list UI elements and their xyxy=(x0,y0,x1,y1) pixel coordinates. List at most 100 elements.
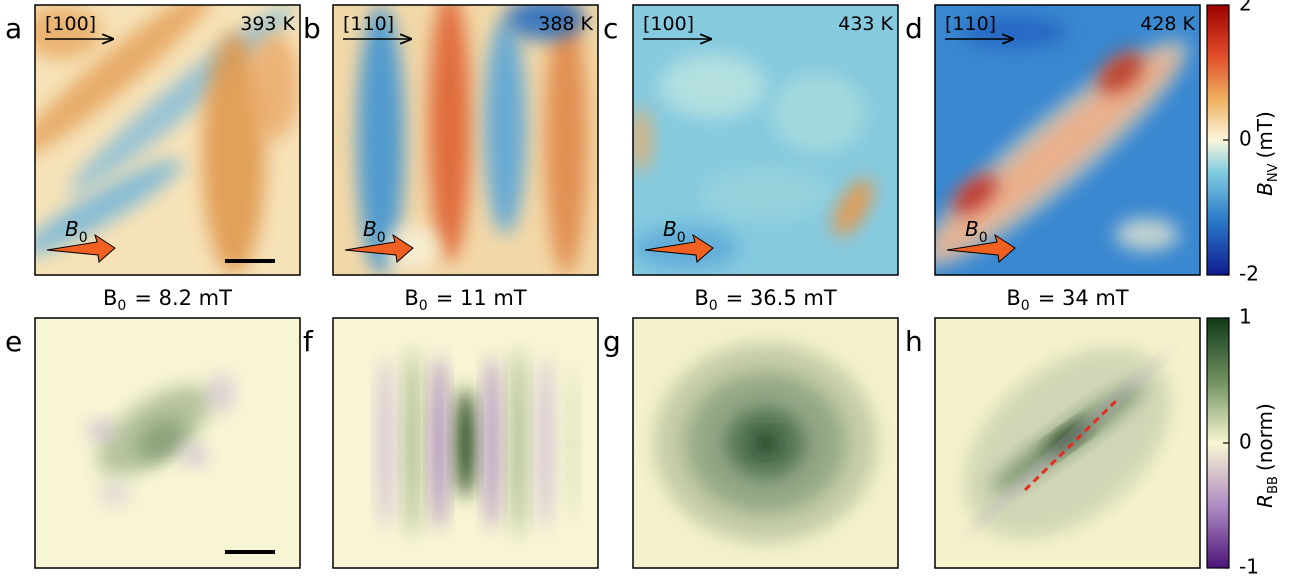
image-blob xyxy=(35,5,217,159)
field-label: B0 xyxy=(65,217,88,246)
image-blob xyxy=(456,388,475,498)
field-caption: B0 = 8.2 mT xyxy=(103,286,232,314)
field-caption: B0 = 36.5 mT xyxy=(694,286,837,314)
image-blob xyxy=(659,53,766,119)
image-blob xyxy=(633,107,652,173)
panel-letter: g xyxy=(603,325,621,358)
image-blob xyxy=(537,355,553,531)
panel-image xyxy=(333,5,598,275)
text-part: NV xyxy=(1266,163,1281,182)
text-part: (mT) xyxy=(1253,111,1277,158)
field-arrow xyxy=(946,233,1016,263)
colorbar-tick-label: 1 xyxy=(1239,305,1252,329)
colorbar-tick-label: 2 xyxy=(1239,0,1252,16)
image-blob xyxy=(180,445,208,466)
panel-frame xyxy=(934,317,1201,569)
text-part: B xyxy=(404,286,418,310)
text-part: = 11 mT xyxy=(436,286,527,310)
image-blob xyxy=(505,5,585,41)
panel-frame xyxy=(332,317,599,569)
image-blob xyxy=(247,32,300,140)
image-blob xyxy=(770,72,867,154)
panel-letter: c xyxy=(603,12,618,45)
image-blob xyxy=(404,348,421,538)
text-part: B xyxy=(965,217,979,241)
text-part: (norm) xyxy=(1253,403,1277,471)
image-blob xyxy=(566,368,577,518)
image-blob xyxy=(1097,51,1144,94)
field-arrow xyxy=(644,233,714,263)
panel-letter: a xyxy=(5,12,22,45)
text-part: B xyxy=(65,217,79,241)
panel-frame xyxy=(632,4,899,276)
crystal-direction: [110] xyxy=(945,13,996,35)
panel-image xyxy=(633,318,898,568)
image-blob xyxy=(35,159,182,256)
image-blob xyxy=(1115,218,1179,251)
text-part: = 36.5 mT xyxy=(726,286,837,310)
panel-frame xyxy=(332,4,599,276)
temperature: 388 K xyxy=(538,13,593,35)
text-part: 0 xyxy=(377,230,386,246)
panel-image xyxy=(35,5,300,275)
image-blob xyxy=(356,5,405,275)
temperature: 433 K xyxy=(838,13,893,35)
image-blob xyxy=(378,355,394,531)
field-caption: B0 = 34 mT xyxy=(1006,286,1128,314)
panel-image xyxy=(35,318,300,568)
image-blob xyxy=(98,480,131,506)
panel-letter: f xyxy=(303,325,314,358)
text-part: 0 xyxy=(1021,298,1030,314)
field-label: B0 xyxy=(965,217,988,246)
image-blob xyxy=(207,373,234,413)
panel-image xyxy=(935,5,1200,275)
temperature: 393 K xyxy=(240,13,295,35)
image-blob xyxy=(97,385,212,476)
text-part: B xyxy=(1006,286,1020,310)
temperature: 428 K xyxy=(1140,13,1195,35)
text-part: = 8.2 mT xyxy=(134,286,232,310)
image-blob xyxy=(88,420,115,441)
text-part: B xyxy=(1253,182,1277,196)
text-part: 0 xyxy=(709,298,718,314)
field-arrow xyxy=(46,233,116,263)
panel-frame xyxy=(934,4,1201,276)
panel-letter: b xyxy=(303,12,321,45)
text-part: 0 xyxy=(979,230,988,246)
image-blob xyxy=(961,15,1068,49)
text-part: 0 xyxy=(79,230,88,246)
crystal-direction: [100] xyxy=(45,13,96,35)
text-part: B xyxy=(103,286,117,310)
image-blob xyxy=(35,5,102,59)
image-blob xyxy=(428,5,471,262)
image-blob xyxy=(484,18,527,235)
panel-image xyxy=(333,318,598,568)
text-part: 0 xyxy=(419,298,428,314)
panel-frame xyxy=(34,4,301,276)
image-blob xyxy=(510,348,527,538)
colorbar-label: RBB (norm) xyxy=(1253,403,1281,508)
image-blob xyxy=(959,345,1176,541)
field-arrow xyxy=(344,233,414,263)
field-label: B0 xyxy=(663,217,686,246)
text-part: = 34 mT xyxy=(1038,286,1129,310)
panel-frame xyxy=(34,317,301,569)
crystal-direction: [110] xyxy=(343,13,394,35)
image-blob xyxy=(952,174,997,214)
colorbar-tick-label: 0 xyxy=(1239,430,1252,454)
dashed-line xyxy=(1023,398,1119,492)
colorbar-tick-label: -2 xyxy=(1239,262,1259,286)
panel-frame xyxy=(632,317,899,569)
panel-image xyxy=(633,5,898,275)
image-blob xyxy=(935,39,1189,268)
image-blob xyxy=(833,178,873,237)
colorbar-tick-label: 0 xyxy=(1239,127,1252,151)
image-blob xyxy=(699,167,832,221)
image-blob xyxy=(545,5,588,275)
crystal-direction: [100] xyxy=(643,13,694,35)
colorbar-label: BNV (mT) xyxy=(1253,111,1281,196)
panel-letter: d xyxy=(905,12,923,45)
colorbar-tick-label: -1 xyxy=(1239,555,1259,577)
text-part: 0 xyxy=(677,230,686,246)
